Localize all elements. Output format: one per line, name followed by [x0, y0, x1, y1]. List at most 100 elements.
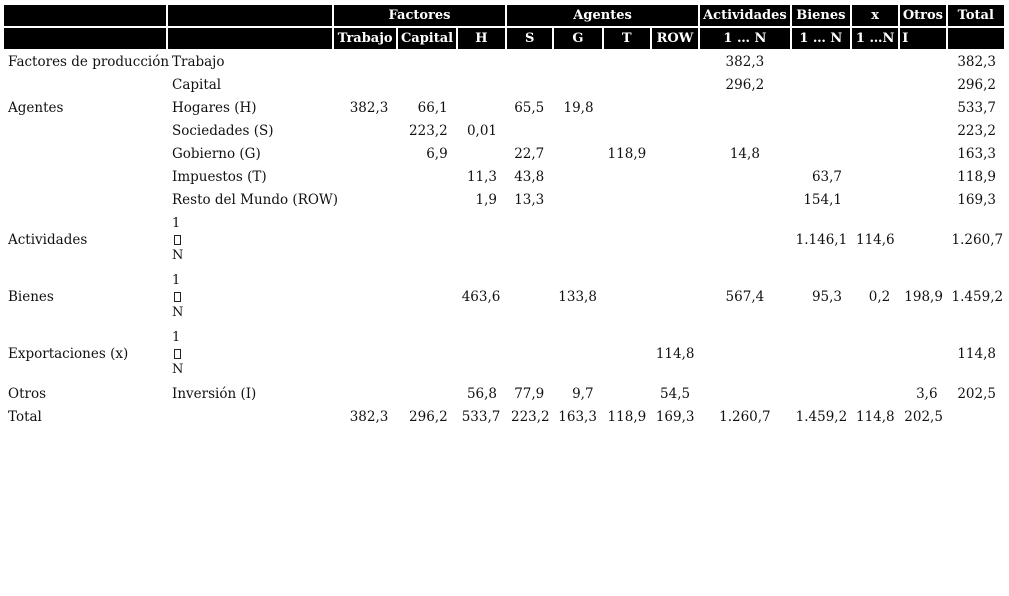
header2-blank-1	[4, 28, 166, 49]
table-cell	[507, 212, 552, 267]
header-s: S	[507, 28, 553, 49]
table-cell	[507, 269, 552, 324]
table-cell	[458, 97, 505, 118]
table-cell: 0,2	[868, 288, 891, 305]
table-cell	[554, 120, 601, 141]
header-factores: Factores	[333, 5, 505, 26]
table-row: Actividades 1 N 1.146,1 114,6 1.260,7	[4, 212, 1004, 267]
table-cell	[652, 269, 698, 324]
table-cell: 533,7	[461, 408, 501, 425]
table-cell	[458, 212, 505, 267]
table-cell: 11,3	[466, 168, 497, 185]
table-cell	[900, 189, 945, 210]
missing-glyph-icon	[173, 349, 181, 359]
header-row: ROW	[651, 28, 699, 49]
table-cell	[507, 74, 552, 95]
table-cell	[900, 212, 945, 267]
table-cell	[792, 74, 850, 95]
header-trabajo: Trabajo	[333, 28, 397, 49]
table-cell: 154,1	[803, 191, 842, 208]
table-cell	[554, 166, 601, 187]
table-cell	[398, 212, 455, 267]
table-cell: 382,3	[725, 53, 765, 70]
table-cell: 56,8	[466, 385, 497, 402]
header-x: x	[852, 5, 899, 26]
table-cell: 77,9	[514, 385, 545, 402]
table-cell: 65,5	[514, 99, 545, 116]
table-cell	[852, 383, 898, 404]
row-group-label	[4, 74, 166, 95]
table-cell	[792, 143, 850, 164]
row-group-label	[4, 189, 166, 210]
table-cell: 202,5	[957, 385, 996, 402]
range-end: N	[171, 362, 184, 377]
header2-blank-2	[167, 28, 332, 49]
row-account-label: Gobierno (G)	[171, 145, 261, 162]
header2-blank-3	[947, 28, 1004, 49]
table-cell	[554, 326, 601, 381]
table-cell	[604, 74, 650, 95]
table-cell	[334, 166, 396, 187]
table-cell	[554, 143, 601, 164]
table-cell: 22,7	[514, 145, 545, 162]
table-cell	[554, 51, 601, 72]
header-otros: Otros	[900, 5, 946, 26]
table-cell: 169,3	[957, 191, 996, 208]
row-group-label: Bienes	[8, 288, 54, 305]
table-cell	[604, 212, 650, 267]
table-cell	[458, 143, 505, 164]
table-row: Resto del Mundo (ROW) 1,9 13,3 154,1 169,3	[4, 189, 1004, 210]
table-cell	[334, 189, 396, 210]
table-cell: 169,3	[655, 408, 695, 425]
missing-glyph-icon	[173, 292, 181, 302]
table-cell: 0,01	[466, 122, 497, 139]
table-cell	[604, 51, 650, 72]
table-cell	[334, 120, 396, 141]
table-cell	[652, 120, 698, 141]
table-cell	[652, 166, 698, 187]
table-cell: 202,5	[904, 408, 943, 425]
table-cell	[458, 51, 505, 72]
table-cell: 6,9	[426, 145, 448, 162]
row-group-label	[4, 166, 166, 187]
table-cell	[604, 326, 650, 381]
table-cell: 19,8	[563, 99, 594, 116]
table-cell	[792, 97, 850, 118]
table-cell	[652, 189, 698, 210]
table-cell	[652, 51, 698, 72]
sam-table: Factores Agentes Actividades Bienes x Ot…	[2, 3, 1006, 429]
row-account-label: Inversión (I)	[171, 385, 257, 402]
table-cell	[852, 51, 898, 72]
table-cell: 118,9	[607, 145, 647, 162]
table-cell	[700, 189, 790, 210]
row-group-label: Agentes	[8, 99, 64, 116]
table-cell	[852, 166, 898, 187]
table-cell: 163,3	[558, 408, 597, 425]
table-cell	[334, 212, 396, 267]
header-total: Total	[947, 5, 1004, 26]
table-row: Bienes 1 N 463,6 133,8 567,4 95,3 0,2 198,9 1.459…	[4, 269, 1004, 324]
table-cell: 533,7	[957, 99, 996, 116]
table-cell: 567,4	[725, 288, 765, 305]
table-cell: 1.260,7	[719, 408, 771, 425]
table-cell	[604, 166, 650, 187]
table-cell	[852, 97, 898, 118]
table-cell: 66,1	[417, 99, 448, 116]
table-cell	[652, 97, 698, 118]
table-cell	[900, 97, 945, 118]
table-cell: 9,7	[572, 385, 594, 402]
table-cell: 382,3	[349, 408, 389, 425]
table-cell: 163,3	[957, 145, 996, 162]
row-group-label: Actividades	[8, 231, 88, 248]
table-cell: 296,2	[725, 76, 765, 93]
table-cell	[604, 269, 650, 324]
table-cell: 223,2	[957, 122, 996, 139]
table-cell: 63,7	[811, 168, 842, 185]
row-account-label	[168, 406, 332, 427]
table-cell	[604, 120, 650, 141]
table-cell	[458, 74, 505, 95]
row-account-label: Impuestos (T)	[171, 168, 267, 185]
table-cell	[852, 326, 898, 381]
header-h: H	[457, 28, 505, 49]
